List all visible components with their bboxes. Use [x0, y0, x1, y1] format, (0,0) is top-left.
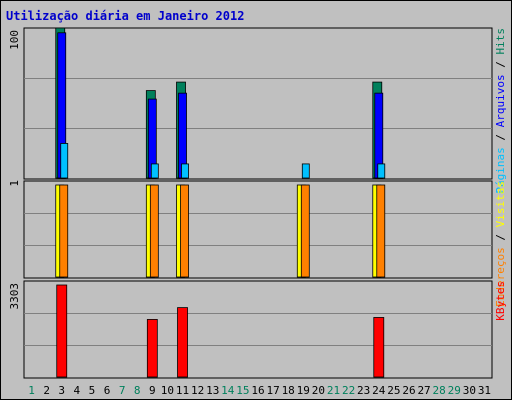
legend-panel-1: Endereços / Visitas: [494, 181, 507, 307]
x-tick-label-day-7: 7: [119, 384, 126, 397]
x-tick-label-day-15: 15: [236, 384, 249, 397]
x-tick-label-day-9: 9: [149, 384, 156, 397]
x-tick-label-day-27: 27: [417, 384, 430, 397]
legend-panel-0: Páginas / Arquivos / Hits: [494, 28, 507, 194]
x-tick-label-day-29: 29: [448, 384, 461, 397]
panel-1-frame: [23, 180, 493, 279]
x-tick-label-day-23: 23: [357, 384, 370, 397]
x-tick-label-day-30: 30: [463, 384, 476, 397]
bar-endereços-day-3: [59, 184, 69, 278]
x-tick-label-day-24: 24: [372, 384, 386, 397]
legend-páginas: Páginas: [494, 147, 507, 193]
legend-separator: /: [494, 127, 507, 147]
legend-visitas: Visitas: [494, 181, 507, 227]
x-tick-label-day-22: 22: [342, 384, 355, 397]
y-tick-label: 1: [8, 180, 21, 187]
x-tick-label-day-4: 4: [74, 384, 81, 397]
legend-separator: /: [494, 55, 507, 75]
bar-páginas-day-19: [301, 163, 310, 179]
legend-hits: Hits: [494, 28, 507, 55]
x-tick-label-day-26: 26: [402, 384, 415, 397]
y-tick-label: 100: [8, 30, 21, 50]
bar-páginas-day-11: [181, 163, 189, 179]
x-tick-label-day-1: 1: [28, 384, 35, 397]
x-tick-label-day-8: 8: [134, 384, 141, 397]
legend-panel-2: KBytes: [494, 281, 507, 321]
x-tick-label-day-28: 28: [433, 384, 446, 397]
x-tick-label-day-5: 5: [89, 384, 96, 397]
y-tick-label: 3303: [8, 283, 21, 310]
panel-2-frame: [23, 280, 493, 379]
x-tick-label-day-10: 10: [161, 384, 174, 397]
legend-kbytes: KBytes: [494, 281, 507, 321]
bar-kbytes-day-11: [177, 307, 188, 378]
x-tick-label-day-14: 14: [221, 384, 235, 397]
x-tick-label-day-21: 21: [327, 384, 340, 397]
x-tick-label-day-18: 18: [282, 384, 295, 397]
x-tick-label-day-31: 31: [478, 384, 491, 397]
panel-0-frame: [23, 27, 493, 180]
bar-páginas-day-24: [377, 163, 386, 179]
bar-páginas-day-9: [150, 163, 159, 179]
x-tick-label-day-13: 13: [206, 384, 219, 397]
bar-kbytes-day-9: [146, 319, 158, 378]
x-tick-label-day-16: 16: [251, 384, 264, 397]
x-tick-label-day-3: 3: [58, 384, 65, 397]
legend-endereços: Endereços: [494, 247, 507, 307]
x-tick-label-day-6: 6: [104, 384, 111, 397]
legend-arquivos: Arquivos: [494, 74, 507, 127]
x-tick-label-day-17: 17: [266, 384, 279, 397]
bar-kbytes-day-3: [56, 284, 68, 378]
x-tick-label-day-19: 19: [297, 384, 310, 397]
bar-endereços-day-19: [300, 184, 310, 278]
x-tick-label-day-20: 20: [312, 384, 325, 397]
chart-title: Utilização diária em Janeiro 2012: [6, 9, 245, 23]
bar-endereços-day-24: [376, 184, 386, 278]
bar-kbytes-day-24: [373, 317, 385, 378]
x-tick-label-day-2: 2: [43, 384, 50, 397]
x-tick-label-day-11: 11: [176, 384, 189, 397]
bar-páginas-day-3: [60, 143, 69, 179]
bar-endereços-day-11: [180, 184, 189, 278]
bar-endereços-day-9: [149, 184, 159, 278]
legend-separator: /: [494, 227, 507, 247]
x-tick-label-day-25: 25: [387, 384, 400, 397]
x-tick-label-day-12: 12: [191, 384, 204, 397]
